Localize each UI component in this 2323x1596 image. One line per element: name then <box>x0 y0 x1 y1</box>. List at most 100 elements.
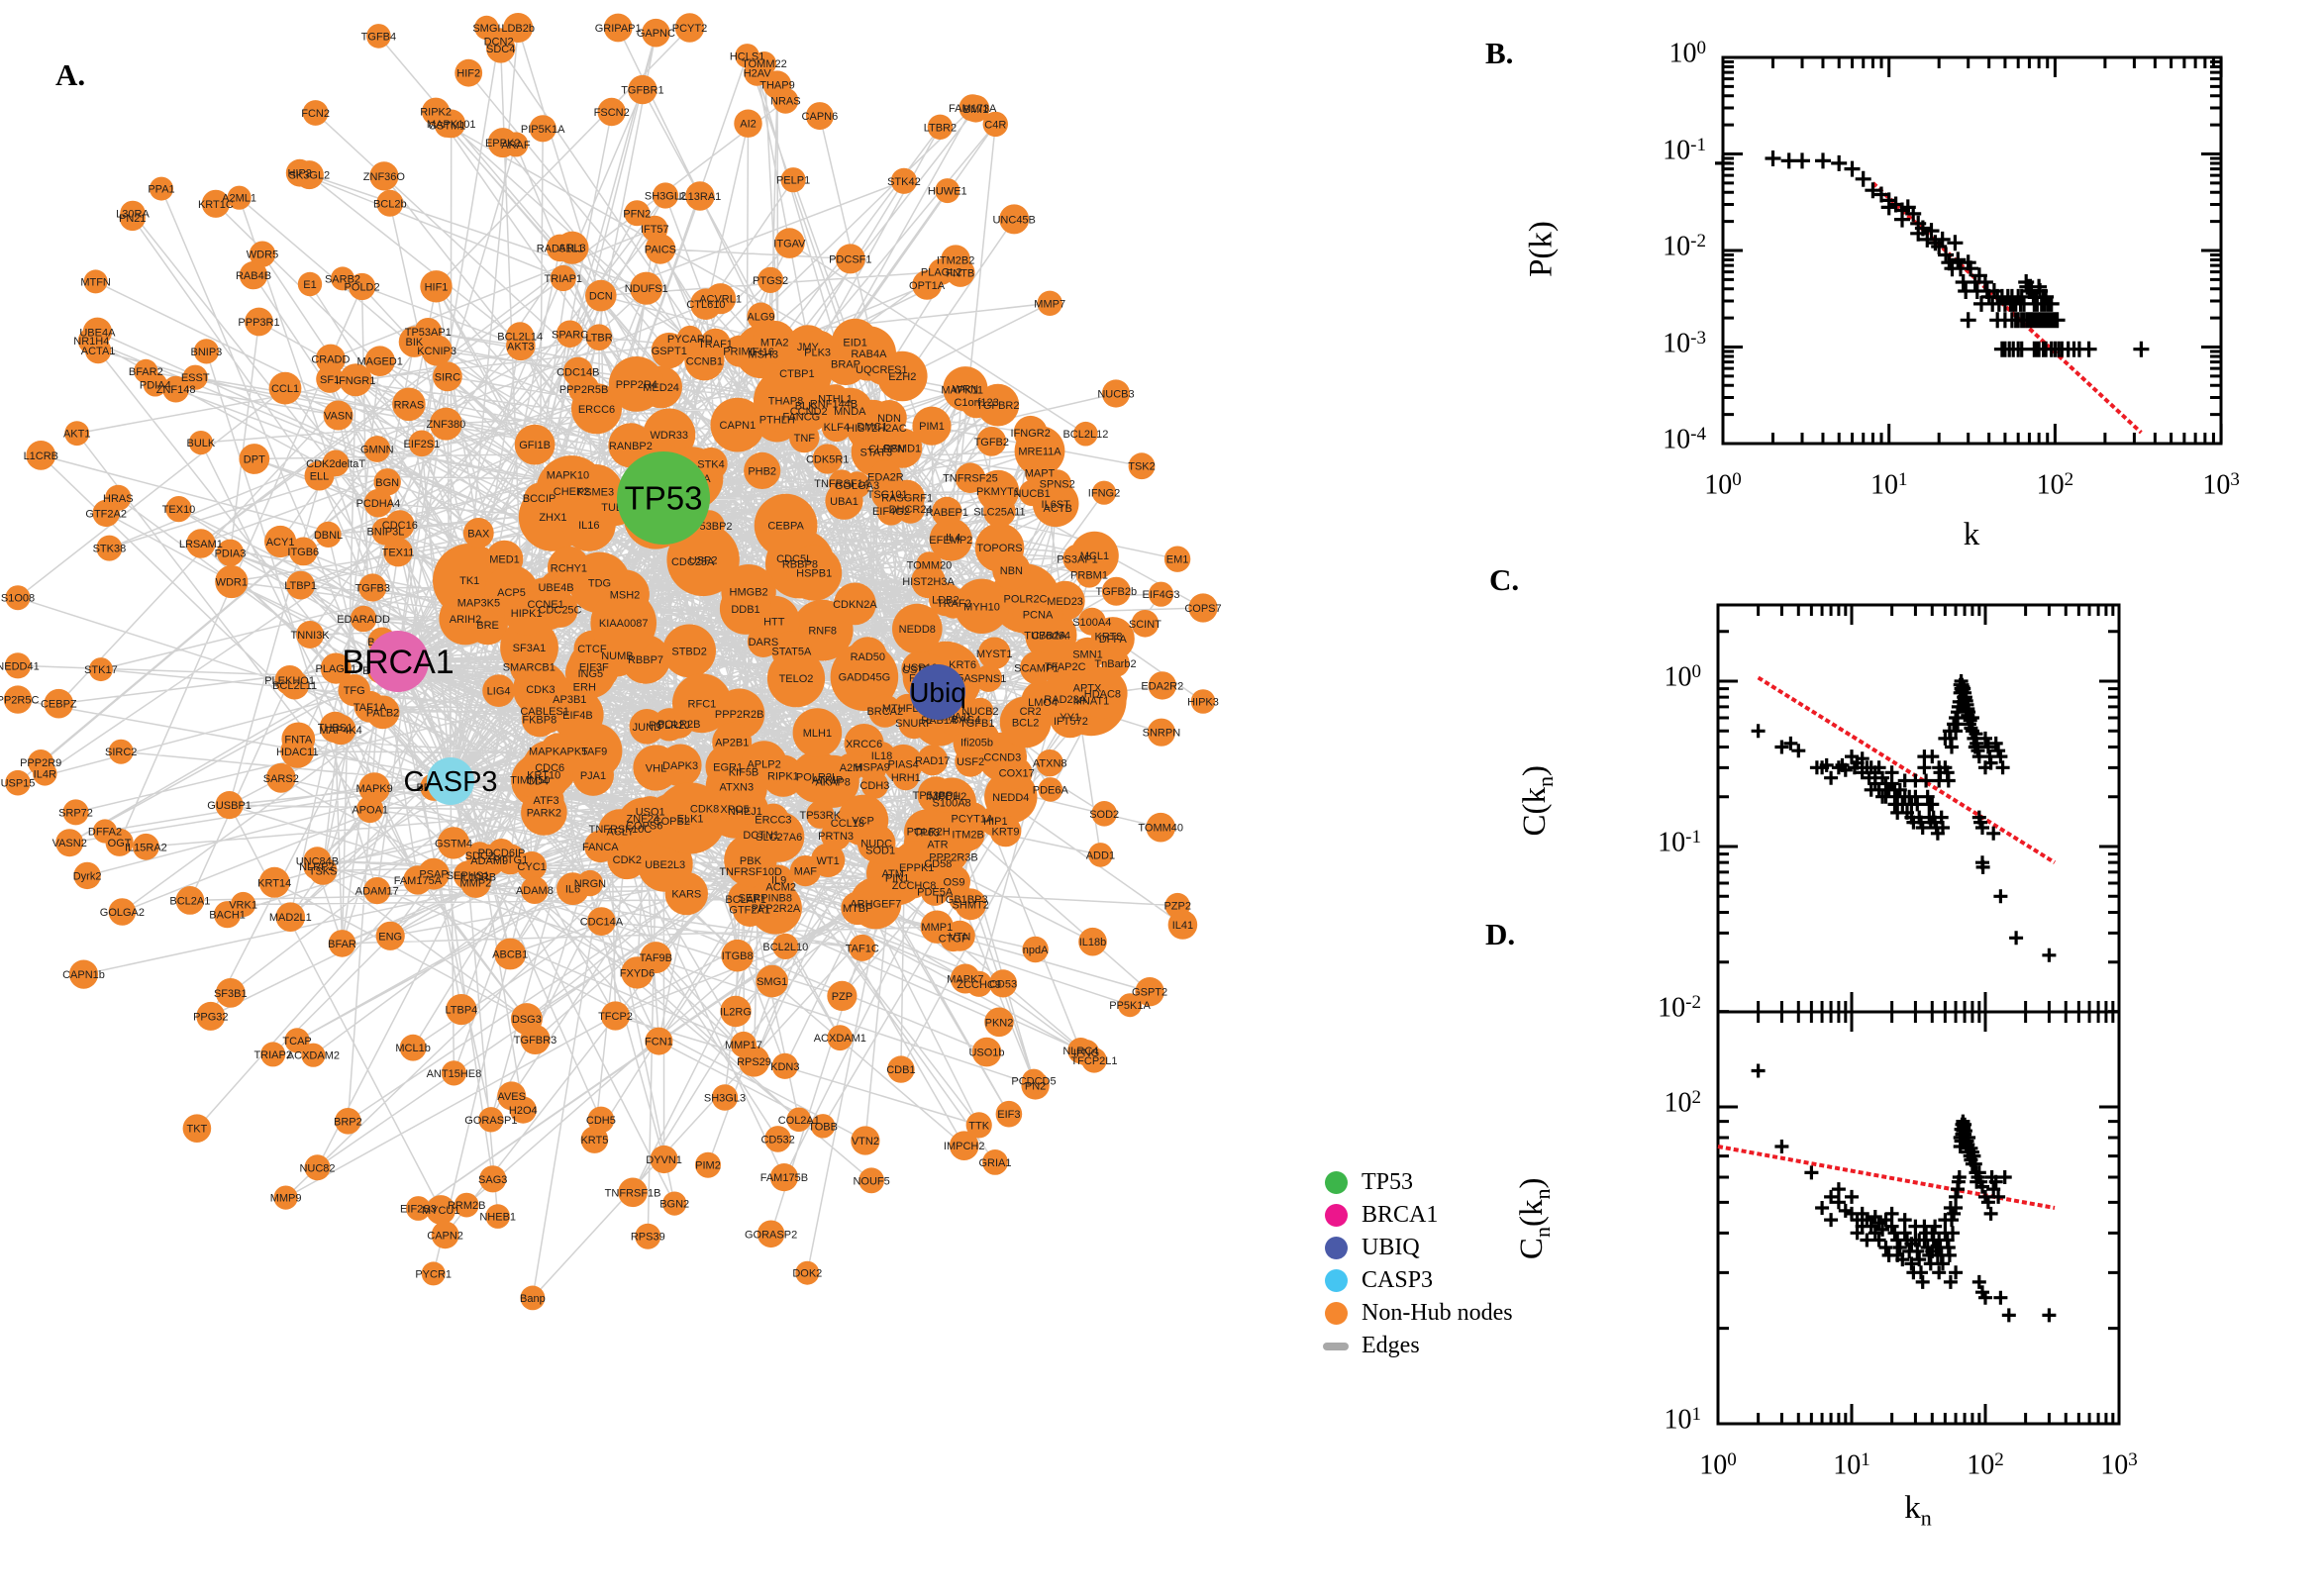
svg-text:USF2: USF2 <box>957 756 984 768</box>
svg-text:EDA2R2: EDA2R2 <box>1141 680 1183 692</box>
svg-text:HMGB2: HMGB2 <box>730 587 768 599</box>
svg-text:CR2: CR2 <box>1020 706 1042 718</box>
svg-text:BCL2L11: BCL2L11 <box>272 680 317 692</box>
svg-text:NTHL1: NTHL1 <box>818 393 853 405</box>
svg-text:CCL1: CCL1 <box>271 383 299 395</box>
xtick-b-1e0: 100 <box>1704 469 1742 501</box>
svg-text:MAPT: MAPT <box>1025 468 1056 480</box>
svg-text:BAG4: BAG4 <box>952 715 980 727</box>
svg-text:NUMB: NUMB <box>601 650 633 662</box>
svg-text:IMPDH2: IMPDH2 <box>926 791 967 803</box>
svg-text:NR1H4: NR1H4 <box>73 336 109 348</box>
svg-text:L30RA: L30RA <box>116 208 150 220</box>
svg-text:PPP3R1: PPP3R1 <box>238 317 279 329</box>
svg-text:TNFRSF14: TNFRSF14 <box>814 478 869 490</box>
svg-text:EIF2S3: EIF2S3 <box>400 1204 437 1216</box>
svg-text:SERPINB8: SERPINB8 <box>739 893 792 905</box>
svg-text:ITGB1BP3: ITGB1BP3 <box>936 894 988 906</box>
svg-text:WDR33: WDR33 <box>651 430 689 442</box>
svg-text:CRADD: CRADD <box>311 354 350 366</box>
svg-text:C7orf64: C7orf64 <box>1032 631 1070 643</box>
svg-text:PLAGL2: PLAGL2 <box>921 266 962 278</box>
svg-text:LRSAM1: LRSAM1 <box>179 539 223 550</box>
svg-text:TOBB: TOBB <box>808 1121 838 1133</box>
svg-text:SARS2: SARS2 <box>263 773 299 785</box>
svg-text:SPNS2: SPNS2 <box>1040 479 1075 491</box>
svg-text:SHMT2: SHMT2 <box>953 899 989 911</box>
svg-text:MCL1b: MCL1b <box>395 1043 430 1054</box>
svg-text:HIPK1: HIPK1 <box>511 608 543 620</box>
svg-text:PCDCD5: PCDCD5 <box>1011 1076 1056 1088</box>
svg-text:IL15RA2: IL15RA2 <box>125 842 167 853</box>
svg-text:npdA: npdA <box>1023 945 1049 956</box>
svg-text:RNF144B: RNF144B <box>810 399 858 411</box>
svg-text:ELK1: ELK1 <box>677 813 704 825</box>
svg-text:GOLGA2: GOLGA2 <box>100 907 145 919</box>
panel-letter-c: C. <box>1489 562 1520 597</box>
svg-text:THBS1: THBS1 <box>318 723 353 735</box>
svg-text:ADAM17: ADAM17 <box>355 886 399 898</box>
ytick-d-1e1: 101 <box>1664 1404 1702 1436</box>
svg-text:SMGI: SMGI <box>472 23 500 35</box>
svg-text:ARL3: ARL3 <box>558 243 586 254</box>
svg-text:L1CRB: L1CRB <box>24 450 58 462</box>
svg-text:KIF5B: KIF5B <box>729 766 759 778</box>
svg-text:SDC4: SDC4 <box>486 44 515 55</box>
svg-text:HCLS1: HCLS1 <box>730 50 764 62</box>
svg-text:VCP: VCP <box>852 816 874 828</box>
svg-text:TRAF1: TRAF1 <box>698 339 733 350</box>
svg-text:BIK: BIK <box>406 337 424 349</box>
svg-text:VRK1: VRK1 <box>229 900 257 912</box>
network-hubs: TP53 BRCA1 Ubiq CASP3 <box>342 451 966 805</box>
svg-text:SLC27A6: SLC27A6 <box>756 832 802 844</box>
svg-text:CAPN2: CAPN2 <box>427 1230 463 1242</box>
svg-text:PCYT2: PCYT2 <box>672 23 707 35</box>
svg-text:EPPK2: EPPK2 <box>485 138 520 150</box>
svg-text:CDC14B: CDC14B <box>556 367 599 379</box>
svg-text:UBE2L3: UBE2L3 <box>645 859 685 871</box>
panel-letter-a: A. <box>55 57 86 92</box>
svg-text:BCL2: BCL2 <box>1012 717 1040 729</box>
xtick-b-1e1: 101 <box>1869 469 1908 501</box>
svg-text:PSME3: PSME3 <box>577 486 614 498</box>
svg-text:BCL2L14: BCL2L14 <box>497 332 543 344</box>
svg-text:BLK: BLK <box>795 400 816 412</box>
svg-text:MMP2: MMP2 <box>460 878 492 890</box>
svg-text:SF3A1: SF3A1 <box>513 643 547 654</box>
svg-text:DSG3: DSG3 <box>512 1014 542 1026</box>
chart-c <box>1716 603 2121 1014</box>
svg-text:NRGN: NRGN <box>574 878 606 890</box>
svg-text:TOPORS: TOPORS <box>976 543 1022 554</box>
svg-text:ADAM8: ADAM8 <box>516 885 554 897</box>
svg-text:ACTB: ACTB <box>1044 503 1072 515</box>
svg-text:IL10RB: IL10RB <box>459 871 496 883</box>
svg-text:WRN: WRN <box>953 384 978 396</box>
svg-text:CDK8: CDK8 <box>690 804 719 816</box>
svg-text:WT1: WT1 <box>816 855 839 867</box>
svg-text:LTBR: LTBR <box>585 333 612 345</box>
svg-text:PDIA3: PDIA3 <box>215 548 247 559</box>
svg-text:IL4R: IL4R <box>34 768 56 780</box>
svg-text:MED23: MED23 <box>1047 596 1083 608</box>
svg-text:BNIP3L: BNIP3L <box>366 527 404 539</box>
svg-text:SEPHS1: SEPHS1 <box>447 870 489 882</box>
svg-text:PP5K1A: PP5K1A <box>1109 1000 1151 1012</box>
svg-text:AP3B1: AP3B1 <box>553 694 586 706</box>
svg-text:TRIAP2: TRIAP2 <box>253 1049 292 1061</box>
svg-text:BRCA1: BRCA1 <box>342 644 454 681</box>
svg-text:WDR5: WDR5 <box>247 249 278 261</box>
svg-text:H2AV: H2AV <box>744 67 772 79</box>
svg-text:MSH3: MSH3 <box>748 349 778 361</box>
svg-text:CCL18: CCL18 <box>831 818 864 830</box>
svg-text:IL6ST: IL6ST <box>1042 499 1071 511</box>
svg-text:GADD45G: GADD45G <box>839 672 891 684</box>
svg-text:COPS7: COPS7 <box>1184 603 1221 615</box>
svg-text:PARK2: PARK2 <box>527 808 561 820</box>
svg-text:SMN1: SMN1 <box>1072 649 1103 661</box>
svg-text:BGN2: BGN2 <box>659 1199 689 1211</box>
svg-text:MAP3K5: MAP3K5 <box>457 598 500 610</box>
svg-text:MAF: MAF <box>794 866 818 878</box>
svg-text:MAPK7: MAPK7 <box>947 974 983 986</box>
svg-text:TFG: TFG <box>344 685 365 697</box>
svg-text:ZCCHC8: ZCCHC8 <box>892 880 937 892</box>
